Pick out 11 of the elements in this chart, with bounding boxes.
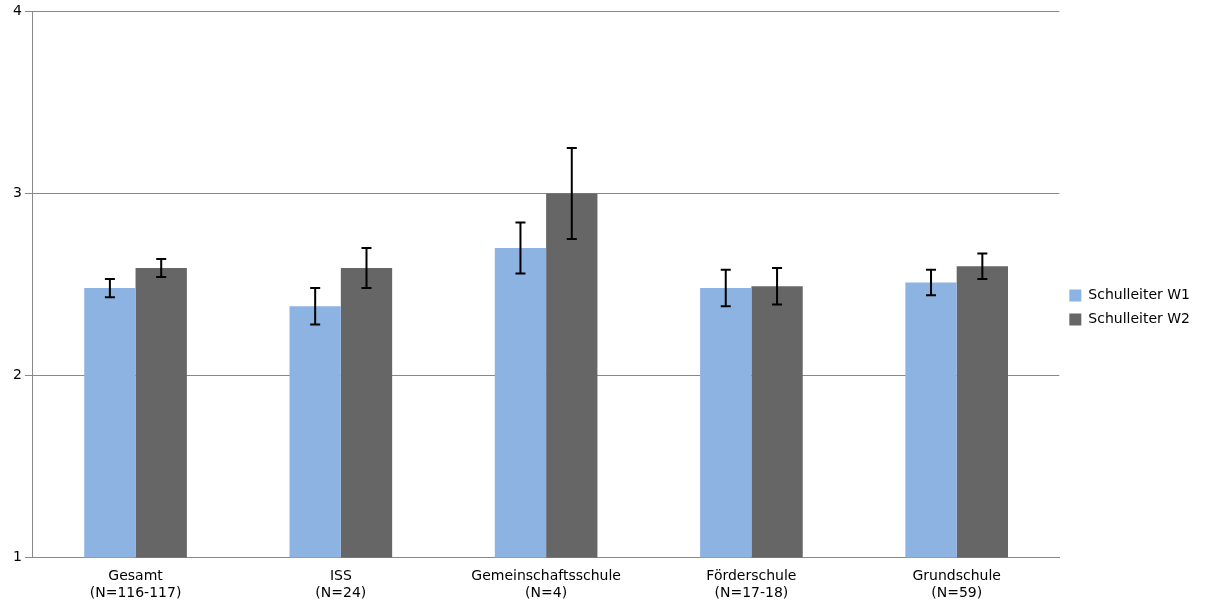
- x-tick-label: Gesamt (N=116-117): [89, 567, 182, 601]
- y-tick-label: 3: [12, 184, 22, 201]
- x-tick-label: Grundschule (N=59): [912, 567, 1001, 601]
- x-tick-label: ISS (N=24): [315, 567, 367, 601]
- legend-label: Schulleiter W2: [1088, 310, 1190, 327]
- y-tick-label: 1: [12, 548, 22, 565]
- legend-label: Schulleiter W1: [1088, 286, 1190, 303]
- y-tick-label: 4: [12, 2, 22, 19]
- x-tick-label: Förderschule (N=17-18): [706, 567, 797, 601]
- x-tick-label: Gemeinschaftsschule (N=4): [471, 567, 621, 601]
- y-tick-label: 2: [12, 366, 22, 383]
